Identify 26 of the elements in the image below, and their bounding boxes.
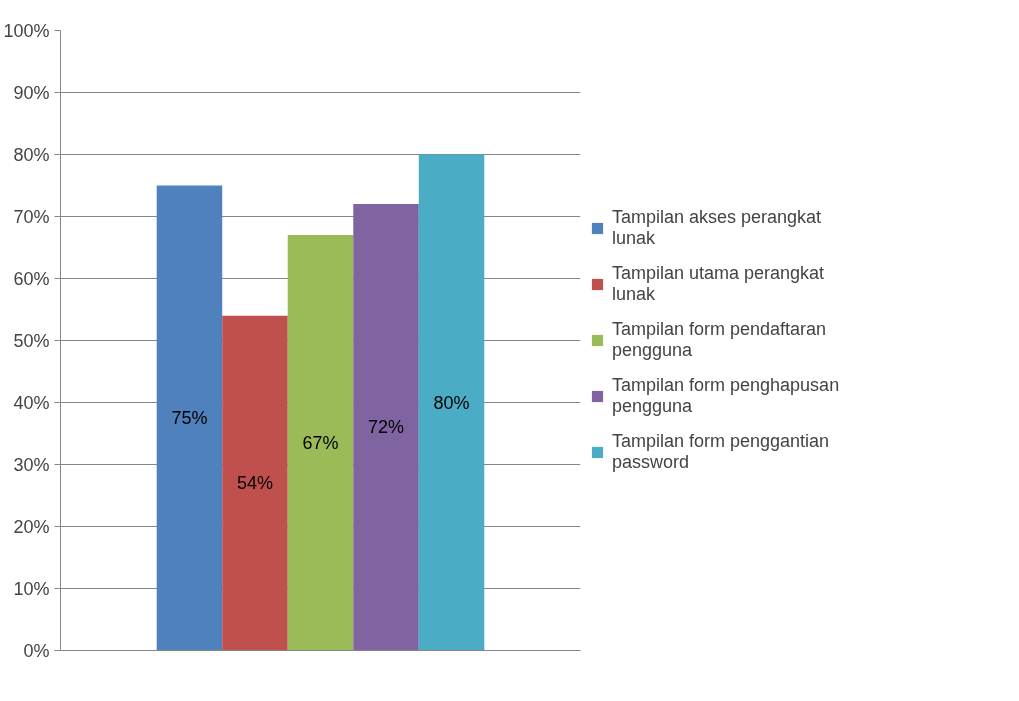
- legend-label: Tampilan form penggantian password: [612, 431, 830, 473]
- legend-label: Tampilan utama perangkat lunak: [612, 263, 825, 305]
- data-label: 67%: [302, 432, 339, 453]
- y-tick-label: 100%: [3, 20, 50, 41]
- bar: [353, 204, 419, 651]
- data-label: 80%: [433, 392, 470, 413]
- y-tick-label: 0%: [23, 640, 50, 661]
- bar: [418, 154, 485, 651]
- legend-label: Tampilan form penghapusan pengguna: [612, 375, 840, 417]
- y-tick-label: 30%: [13, 454, 50, 475]
- bar: [222, 315, 288, 651]
- data-label: 54%: [236, 473, 273, 494]
- y-tick-label: 50%: [13, 330, 50, 351]
- data-label: 75%: [171, 408, 208, 428]
- legend-label: Tampilan akses perangkat lunak: [612, 207, 822, 249]
- bar: [287, 235, 354, 651]
- y-tick-label: 20%: [13, 516, 50, 537]
- y-tick-label: 90%: [13, 82, 50, 103]
- y-tick-label: 80%: [13, 144, 50, 165]
- legend-label: Tampilan form pendaftaran pengguna: [612, 319, 827, 361]
- y-tick-label: 40%: [13, 392, 50, 413]
- y-tick-label: 60%: [13, 268, 50, 289]
- y-tick-label: 10%: [13, 578, 50, 599]
- bar: [156, 185, 223, 651]
- y-tick-label: 70%: [13, 206, 50, 227]
- data-label: 72%: [368, 417, 405, 438]
